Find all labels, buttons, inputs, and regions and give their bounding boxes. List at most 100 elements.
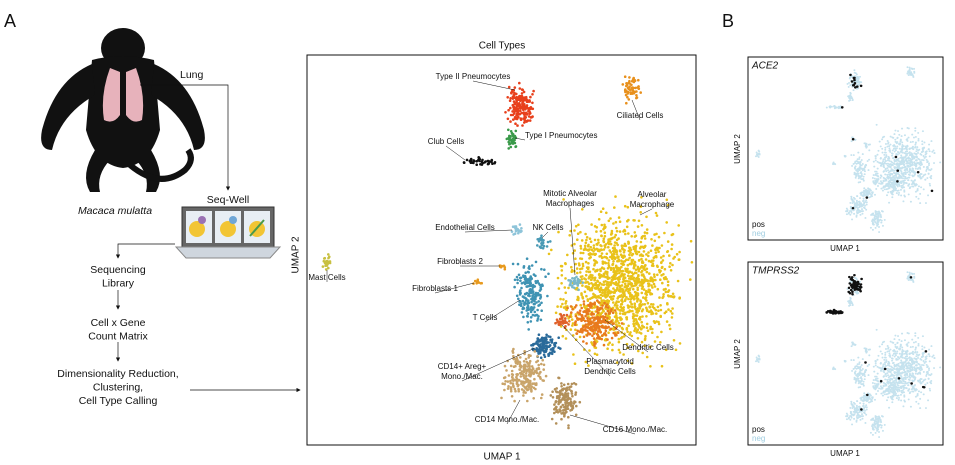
cell-point [893, 355, 896, 358]
positive-cell [849, 73, 852, 77]
cell-point [666, 250, 669, 254]
cell-point [882, 170, 885, 173]
cell-point [622, 251, 626, 254]
cell-point [636, 267, 640, 271]
cell-point [633, 329, 636, 333]
cell-point [522, 365, 525, 368]
cell-point [586, 329, 589, 333]
cell-point [531, 101, 534, 105]
cell-point [901, 353, 904, 356]
cell-point [604, 312, 607, 316]
cell-point [520, 388, 524, 391]
cell-point [855, 79, 858, 82]
cell-point [917, 197, 920, 200]
cell-point [573, 306, 577, 309]
cell-point [875, 328, 878, 331]
cell-point [517, 387, 520, 391]
cell-point [543, 342, 546, 346]
cell-point [905, 364, 908, 367]
cell-point [890, 182, 893, 185]
cell-point [582, 303, 586, 306]
cell-point [509, 364, 513, 368]
cell-point [613, 206, 616, 209]
cell-point [757, 149, 760, 152]
cell-point [622, 353, 625, 356]
cell-point [588, 237, 592, 240]
cell-point [534, 295, 538, 298]
cell-point [886, 159, 889, 162]
cell-point [509, 130, 513, 133]
cell-point [501, 382, 505, 386]
cell-point [875, 188, 878, 190]
cell-point [862, 175, 865, 178]
cell-point [598, 307, 602, 310]
cell-point [593, 301, 596, 305]
cell-point [655, 264, 659, 268]
cell-point [566, 306, 569, 310]
cell-point [849, 201, 852, 204]
cell-point [881, 366, 884, 369]
cell-point [511, 262, 515, 266]
cell-point [904, 382, 907, 385]
cell-point [519, 289, 522, 292]
cell-point [849, 205, 852, 208]
cell-point [627, 98, 631, 101]
cell-point [595, 261, 599, 264]
cell-point [921, 345, 924, 348]
cell-point [906, 373, 909, 376]
cell-point [610, 290, 613, 294]
cell-point [641, 245, 645, 249]
cell-point [900, 194, 903, 197]
cell-point [601, 291, 604, 294]
cell-point [592, 246, 596, 250]
cell-point [856, 195, 859, 198]
cell-point [906, 72, 909, 75]
cell-point [634, 86, 637, 90]
cell-point [638, 303, 641, 306]
cell-point [546, 294, 549, 298]
cell-point [611, 311, 615, 315]
cell-point [618, 271, 621, 275]
cell-point [558, 395, 561, 399]
cell-point [609, 217, 612, 220]
cell-point [595, 353, 599, 357]
cell-point [646, 301, 650, 305]
cell-point [856, 209, 859, 212]
cell-point [910, 357, 913, 360]
cell-point [615, 361, 619, 364]
cell-point [609, 282, 613, 285]
cell-point [570, 392, 574, 395]
cell-point [909, 405, 912, 408]
cell-point [889, 163, 892, 166]
cell-point [887, 142, 890, 145]
cell-point [894, 177, 897, 179]
cell-point [515, 382, 519, 386]
cell-point [650, 238, 653, 241]
cell-point [925, 355, 928, 358]
cell-point [652, 273, 656, 276]
cell-point [913, 362, 916, 365]
cell-point [517, 297, 520, 301]
cell-point [528, 280, 532, 283]
cell-point [645, 315, 648, 318]
cell-point [596, 280, 600, 283]
cell-point [894, 147, 897, 150]
cell-point [590, 286, 594, 290]
cell-point [645, 267, 649, 271]
cell-point [854, 160, 857, 163]
cell-point [647, 282, 651, 286]
cell-point [596, 243, 599, 246]
cell-point [580, 293, 583, 297]
cell-point [886, 164, 889, 167]
cell-point [569, 305, 573, 308]
cell-point [591, 321, 594, 324]
cell-point [519, 371, 522, 375]
cell-point [563, 415, 566, 418]
cell-point [649, 325, 652, 329]
cell-point [852, 89, 855, 92]
cell-point [511, 110, 514, 113]
cell-point [562, 306, 566, 309]
cell-point [901, 141, 904, 144]
cell-point [538, 345, 541, 348]
cell-point [912, 74, 915, 77]
